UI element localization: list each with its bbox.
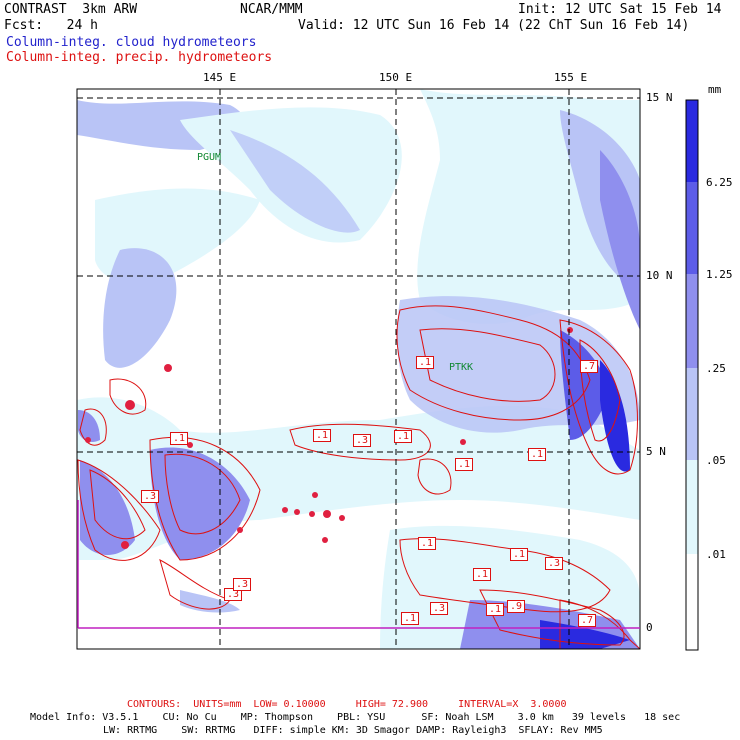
lat-label: 15 N <box>646 91 673 104</box>
colorbar <box>685 99 699 651</box>
colorbar-level: .01 <box>706 548 726 561</box>
precip-cells <box>85 327 573 549</box>
colorbar-level: .05 <box>706 454 726 467</box>
map-frame <box>76 88 641 650</box>
model-info-line1: Model Info: V3.5.1 CU: No Cu MP: Thompso… <box>30 712 681 723</box>
colorbar-band <box>686 368 698 460</box>
colorbar-level: 1.25 <box>706 268 733 281</box>
lon-label: 145 E <box>203 71 237 84</box>
colorbar-level: .25 <box>706 362 726 375</box>
contour-label: .1 <box>528 448 547 461</box>
contour-label: .9 <box>507 600 526 613</box>
precip-contours <box>77 305 640 649</box>
station-label: PGUM <box>197 152 222 163</box>
field-label-cloud: Column-integ. cloud hydrometeors <box>6 35 257 50</box>
colorbar-band <box>686 182 698 274</box>
contour-label: .1 <box>170 432 189 445</box>
lon-label: 150 E <box>379 71 413 84</box>
graticule <box>77 89 640 649</box>
lat-label: 0 <box>646 621 653 634</box>
contour-label: .7 <box>580 360 599 373</box>
station-label: PTKK <box>449 362 474 373</box>
colorbar-band <box>686 554 698 650</box>
lat-label: 5 N <box>646 445 666 458</box>
contour-label: .1 <box>394 430 413 443</box>
contour-label: .3 <box>353 434 372 447</box>
contour-label: .1 <box>418 537 437 550</box>
contour-label: .3 <box>430 602 449 615</box>
colorbar-unit: mm <box>708 83 722 96</box>
colorbar-band <box>686 460 698 554</box>
model-info-line2: LW: RRTMG SW: RRTMG DIFF: simple KM: 3D … <box>103 725 603 736</box>
colorbar-band <box>686 100 698 182</box>
contour-label: .1 <box>313 429 332 442</box>
forecast-hour: Fcst: 24 h <box>4 18 98 33</box>
init-time: Init: 12 UTC Sat 15 Feb 14 <box>518 2 722 17</box>
contour-label: .1 <box>486 603 505 616</box>
lat-label: 10 N <box>646 269 673 282</box>
center-title: NCAR/MMM <box>240 2 303 17</box>
contour-label: .3 <box>233 578 252 591</box>
contour-label: .1 <box>455 458 474 471</box>
contour-label: .1 <box>473 568 492 581</box>
model-title: CONTRAST 3km ARW <box>4 2 138 17</box>
contour-label: .1 <box>416 356 435 369</box>
contour-label: .3 <box>141 490 160 503</box>
contour-label: .1 <box>401 612 420 625</box>
valid-time: Valid: 12 UTC Sun 16 Feb 14 (22 ChT Sun … <box>298 18 690 33</box>
colorbar-band <box>686 274 698 368</box>
contour-info: CONTOURS: UNITS=mm LOW= 0.10000 HIGH= 72… <box>127 699 567 710</box>
field-label-precip: Column-integ. precip. hydrometeors <box>6 50 273 65</box>
contour-label: .3 <box>545 557 564 570</box>
contour-label: .7 <box>578 614 597 627</box>
lon-label: 155 E <box>554 71 588 84</box>
contour-label: .1 <box>510 548 529 561</box>
cloud-field <box>77 89 640 649</box>
colorbar-level: 6.25 <box>706 176 733 189</box>
